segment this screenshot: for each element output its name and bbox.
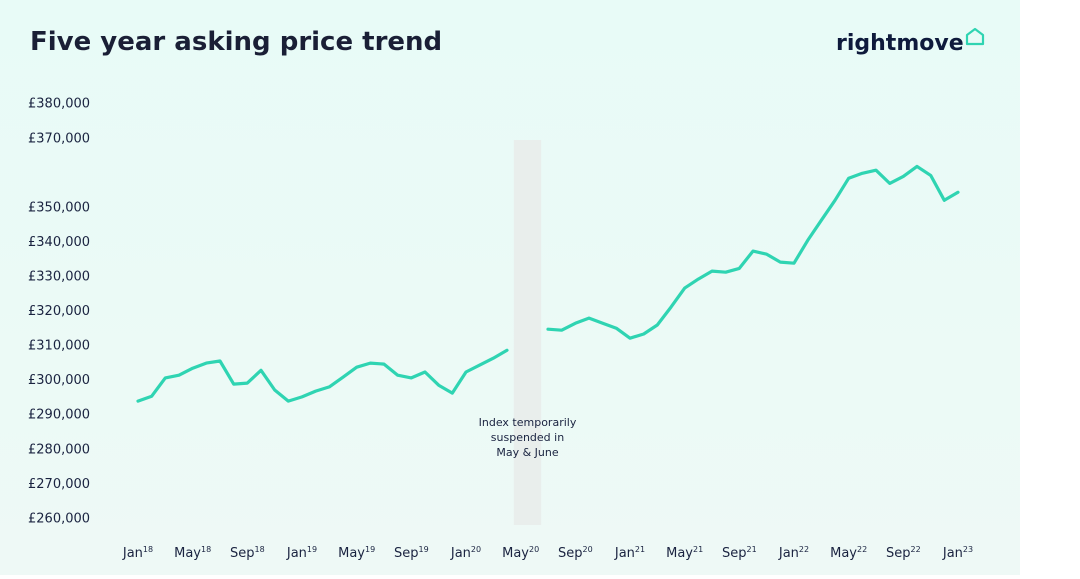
x-tick-label: Sep19: [394, 545, 429, 561]
annotation: Index temporarily: [479, 416, 577, 429]
y-tick-label: £330,000: [28, 270, 90, 285]
chart-title: Five year asking price trend: [30, 27, 442, 57]
x-tick-label: Sep22: [886, 545, 921, 561]
y-tick-label: £260,000: [28, 511, 90, 526]
x-tick-label: Jan18: [122, 545, 153, 561]
x-tick-label: Jan22: [778, 545, 809, 561]
y-tick-label: £270,000: [28, 477, 90, 492]
background: [0, 0, 1020, 575]
x-tick-label: May22: [830, 545, 867, 561]
x-tick-label: May19: [338, 545, 375, 561]
y-tick-label: £340,000: [28, 235, 90, 250]
y-tick-label: £310,000: [28, 339, 90, 354]
y-tick-label: £290,000: [28, 408, 90, 423]
x-tick-label: Sep21: [722, 545, 757, 561]
x-tick-label: May18: [174, 545, 211, 561]
y-tick-label: £380,000: [28, 97, 90, 112]
x-tick-label: Sep18: [230, 545, 265, 561]
brand-logo: rightmove: [836, 31, 964, 56]
y-tick-label: £350,000: [28, 200, 90, 215]
y-tick-label: £300,000: [28, 373, 90, 388]
x-tick-label: Jan23: [942, 545, 973, 561]
y-tick-label: £320,000: [28, 304, 90, 319]
x-tick-label: May21: [666, 545, 703, 561]
y-tick-label: £280,000: [28, 442, 90, 457]
annotation: May & June: [496, 446, 558, 459]
suspension-band: [513, 140, 542, 525]
x-tick-label: Jan19: [286, 545, 317, 561]
price-line: [546, 164, 960, 340]
x-tick-label: Jan21: [614, 545, 645, 561]
x-tick-label: Jan20: [450, 545, 481, 561]
price-line: [136, 348, 509, 403]
y-tick-label: £370,000: [28, 131, 90, 146]
x-tick-label: Sep20: [558, 545, 593, 561]
x-tick-label: May20: [502, 545, 539, 561]
annotation: suspended in: [491, 431, 564, 444]
brand-icon: [965, 27, 985, 46]
